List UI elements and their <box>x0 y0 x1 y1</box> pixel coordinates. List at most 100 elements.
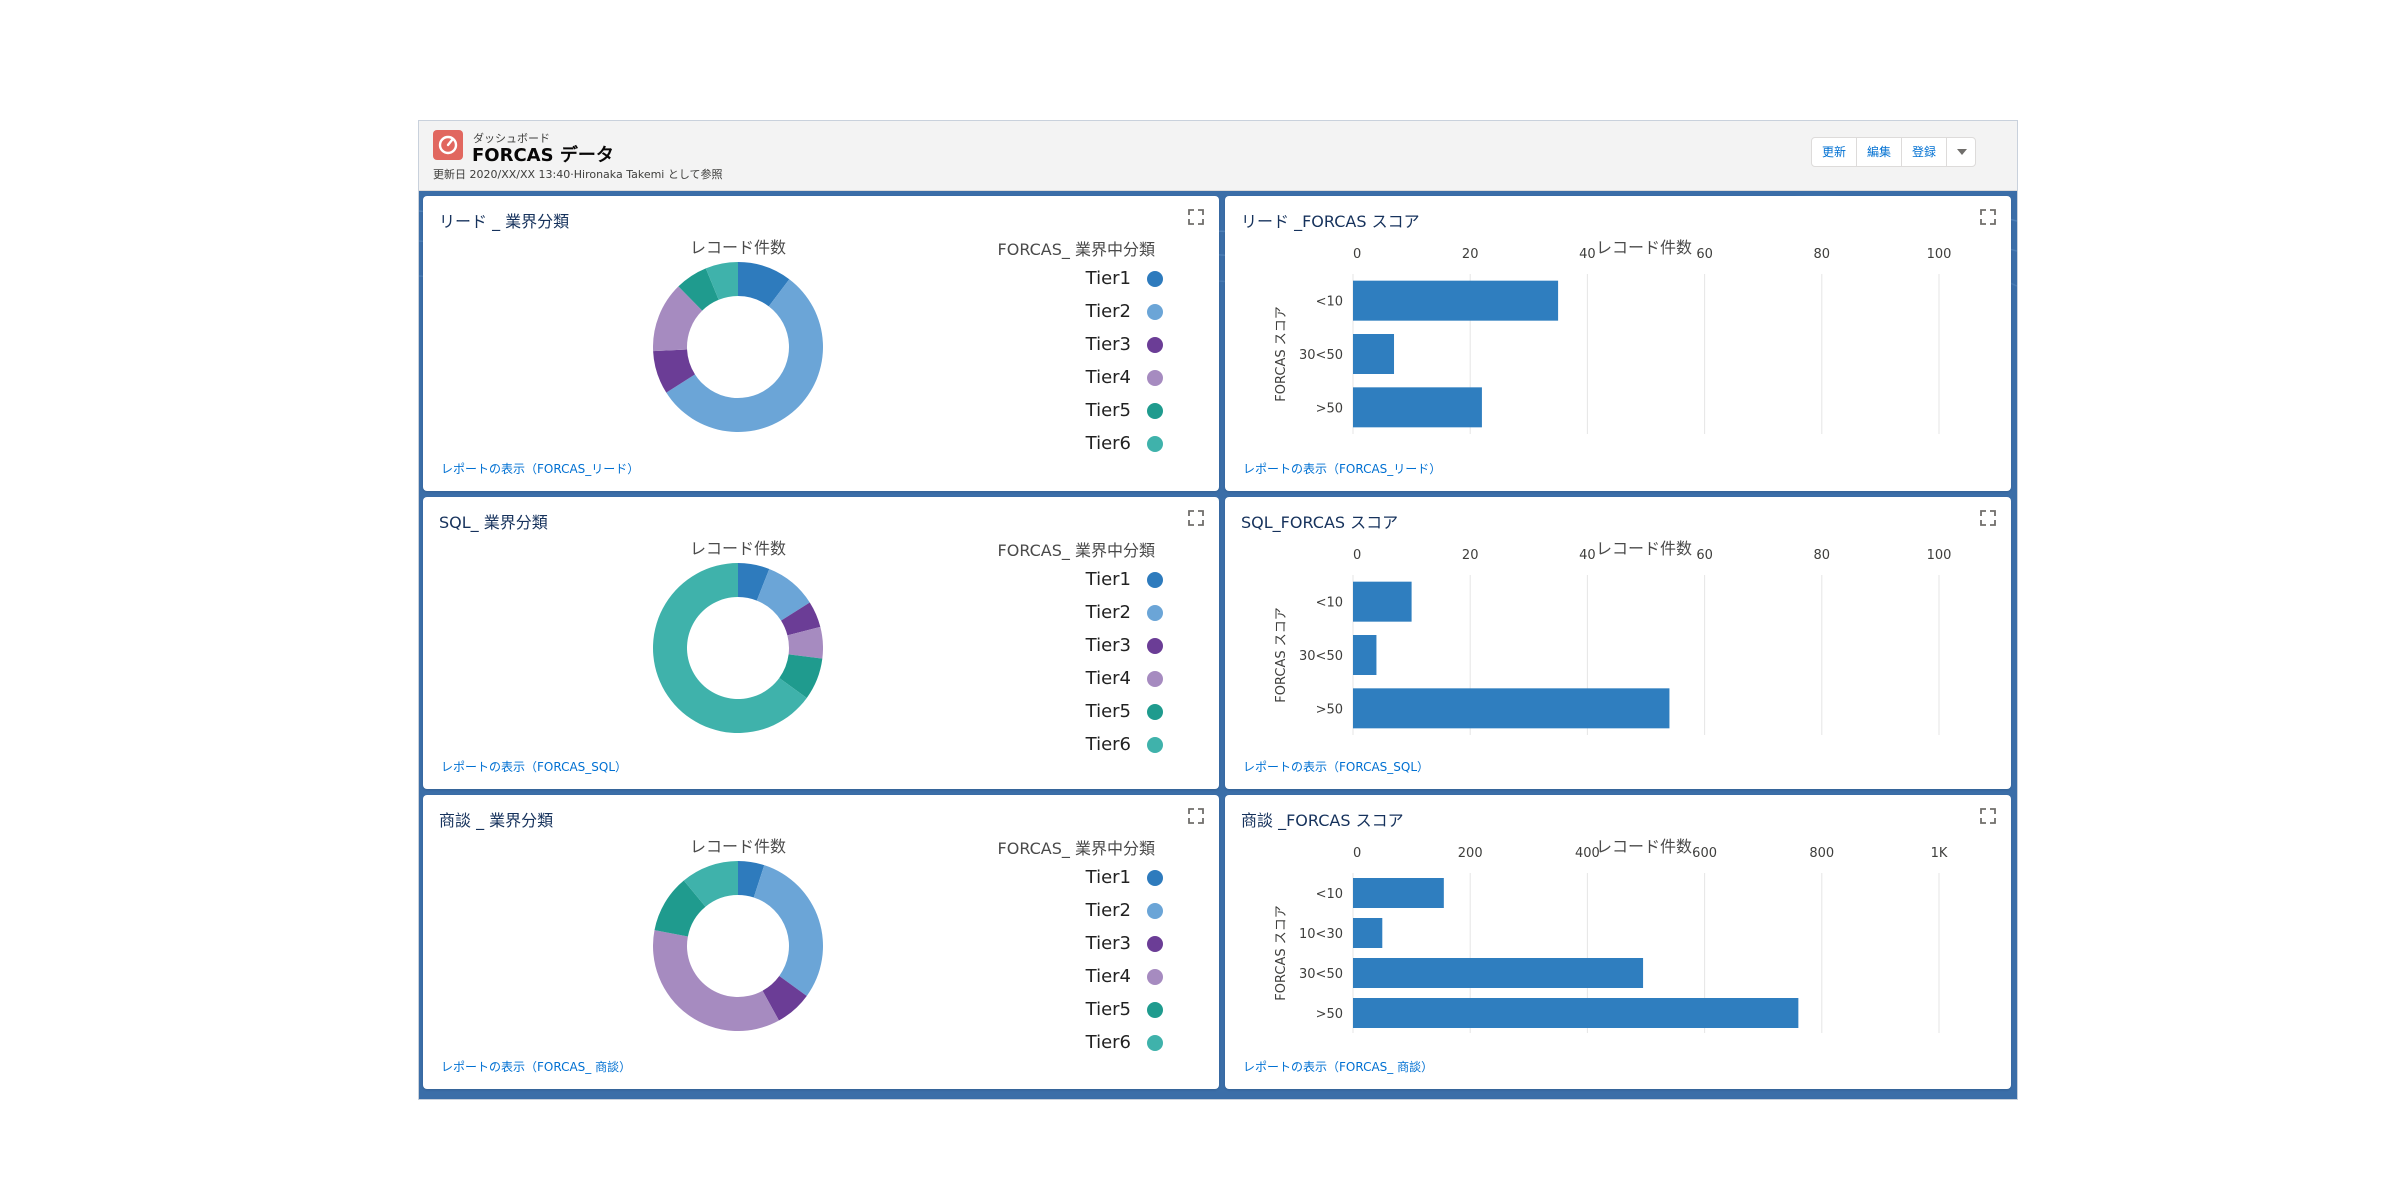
donut-slice-tier3[interactable] <box>781 602 821 636</box>
expand-icon[interactable] <box>1979 807 1997 825</box>
x-tick-label: 60 <box>1696 548 1713 563</box>
donut-slice-tier3[interactable] <box>653 349 695 393</box>
legend-item-tier5[interactable]: Tier5 <box>1086 993 1163 1026</box>
card-deal-score: 商談 _FORCAS スコア レコード件数 0 200 400 600 800 1K FOR… <box>1225 795 2011 1089</box>
chart-label: レコード件数 <box>689 539 787 558</box>
legend-label: Tier3 <box>1085 334 1131 355</box>
legend-item-tier5[interactable]: Tier5 <box>1086 695 1163 728</box>
card-sql-industry: SQL_ 業界分類 レコード件数 FORCAS_ 業界中分類 Tier1 Tier… <box>423 497 1219 789</box>
bar-<10[interactable] <box>1353 878 1444 908</box>
legend-label: Tier1 <box>1085 268 1131 289</box>
donut-slice-tier1[interactable] <box>738 262 790 307</box>
bar-chart: 0 20 40 60 80 100 FORCAS スコア <10 30<50 >50 <box>1274 247 1951 434</box>
card-lead-score: リード _FORCAS スコア レコード件数 0 20 40 60 80 100 FORCA… <box>1225 196 2011 491</box>
chart-label: レコード件数 <box>1595 539 1693 558</box>
donut-slice-tier3[interactable] <box>762 975 807 1021</box>
bar-30<50[interactable] <box>1353 958 1644 988</box>
legend-item-tier3[interactable]: Tier3 <box>1086 328 1163 361</box>
legend-item-tier1[interactable]: Tier1 <box>1086 262 1163 295</box>
donut-slice-tier5[interactable] <box>678 268 719 311</box>
chevron-down-icon <box>1957 149 1967 155</box>
legend-label: Tier2 <box>1085 301 1131 322</box>
card-title: SQL_FORCAS スコア <box>1241 513 1399 532</box>
x-tick-label: 200 <box>1458 846 1483 861</box>
legend-swatch <box>1147 935 1163 952</box>
legend-item-tier1[interactable]: Tier1 <box>1086 563 1163 596</box>
view-report-link[interactable]: レポートの表示（FORCAS_リード） <box>1243 462 1442 476</box>
donut-slice-tier6[interactable] <box>683 861 738 907</box>
edit-button[interactable]: 編集 <box>1857 138 1902 166</box>
x-tick-label: 0 <box>1353 247 1361 262</box>
header-actions: 更新 編集 登録 <box>1810 137 1976 167</box>
donut-slice-tier2[interactable] <box>756 568 810 621</box>
legend-label: Tier4 <box>1085 966 1131 987</box>
view-report-link[interactable]: レポートの表示（FORCAS_SQL） <box>1243 760 1430 774</box>
legend-swatch <box>1147 1001 1163 1018</box>
donut-slice-tier5[interactable] <box>779 654 823 698</box>
donut-chart <box>653 262 823 432</box>
header-kicker: ダッシュボード <box>473 132 550 145</box>
legend-item-tier6[interactable]: Tier6 <box>1086 1026 1163 1059</box>
legend-swatch <box>1147 736 1163 753</box>
refresh-button[interactable]: 更新 <box>1812 138 1857 166</box>
x-tick-label: 0 <box>1353 846 1361 861</box>
more-actions-button[interactable] <box>1947 138 1975 166</box>
y-tick-label: >50 <box>1316 702 1343 717</box>
legend-item-tier4[interactable]: Tier4 <box>1086 361 1163 394</box>
bar->50[interactable] <box>1353 998 1799 1028</box>
y-tick-label: >50 <box>1316 1007 1343 1022</box>
legend-item-tier4[interactable]: Tier4 <box>1086 960 1163 993</box>
donut-slice-tier4[interactable] <box>653 930 779 1031</box>
legend-title: FORCAS_ 業界中分類 <box>997 541 1155 560</box>
x-tick-label: 100 <box>1927 548 1952 563</box>
donut-slice-tier1[interactable] <box>738 861 765 898</box>
legend-title: FORCAS_ 業界中分類 <box>997 839 1155 858</box>
view-report-link[interactable]: レポートの表示（FORCAS_ 商談） <box>1243 1060 1434 1074</box>
legend-label: Tier3 <box>1085 933 1131 954</box>
donut-slice-tier6[interactable] <box>705 262 738 300</box>
bar-<10[interactable] <box>1353 280 1559 321</box>
bar-30<50[interactable] <box>1353 635 1377 675</box>
bar-10<30[interactable] <box>1353 918 1383 948</box>
legend-item-tier2[interactable]: Tier2 <box>1086 596 1163 629</box>
card-title: 商談 _FORCAS スコア <box>1241 811 1404 830</box>
bar-<10[interactable] <box>1353 581 1412 622</box>
view-report-link[interactable]: レポートの表示（FORCAS_リード） <box>441 462 640 476</box>
donut-slice-tier2[interactable] <box>666 279 823 432</box>
donut-slice-tier1[interactable] <box>738 563 770 601</box>
last-updated-text: 更新日 2020/XX/XX 13:40·Hironaka Takemi として… <box>433 168 723 181</box>
legend-item-tier2[interactable]: Tier2 <box>1086 295 1163 328</box>
donut-slice-tier5[interactable] <box>654 880 706 937</box>
bar->50[interactable] <box>1353 688 1670 729</box>
legend-item-tier3[interactable]: Tier3 <box>1086 927 1163 960</box>
bar->50[interactable] <box>1353 387 1482 428</box>
legend-item-tier5[interactable]: Tier5 <box>1086 394 1163 427</box>
bar-30<50[interactable] <box>1353 334 1395 374</box>
legend-swatch <box>1147 670 1163 687</box>
x-tick-label: 40 <box>1579 548 1596 563</box>
legend-label: Tier4 <box>1085 367 1131 388</box>
donut-slice-tier2[interactable] <box>753 865 823 996</box>
legend-item-tier4[interactable]: Tier4 <box>1086 662 1163 695</box>
y-axis-label: FORCAS スコア <box>1274 905 1289 1000</box>
donut-slice-tier6[interactable] <box>653 563 807 733</box>
expand-icon[interactable] <box>1187 509 1205 527</box>
expand-icon[interactable] <box>1979 208 1997 226</box>
x-tick-label: 0 <box>1353 548 1361 563</box>
expand-icon[interactable] <box>1187 807 1205 825</box>
legend-item-tier6[interactable]: Tier6 <box>1086 427 1163 460</box>
card-title: SQL_ 業界分類 <box>439 513 548 532</box>
legend-item-tier6[interactable]: Tier6 <box>1086 728 1163 761</box>
donut-slice-tier4[interactable] <box>787 626 823 659</box>
legend-swatch <box>1147 869 1163 886</box>
expand-icon[interactable] <box>1979 509 1997 527</box>
legend-item-tier1[interactable]: Tier1 <box>1086 861 1163 894</box>
expand-icon[interactable] <box>1187 208 1205 226</box>
view-report-link[interactable]: レポートの表示（FORCAS_SQL） <box>441 760 628 774</box>
subscribe-button[interactable]: 登録 <box>1902 138 1947 166</box>
donut-slice-tier4[interactable] <box>653 286 703 352</box>
view-report-link[interactable]: レポートの表示（FORCAS_ 商談） <box>441 1060 632 1074</box>
x-tick-label: 40 <box>1579 247 1596 262</box>
legend-item-tier2[interactable]: Tier2 <box>1086 894 1163 927</box>
legend-item-tier3[interactable]: Tier3 <box>1086 629 1163 662</box>
